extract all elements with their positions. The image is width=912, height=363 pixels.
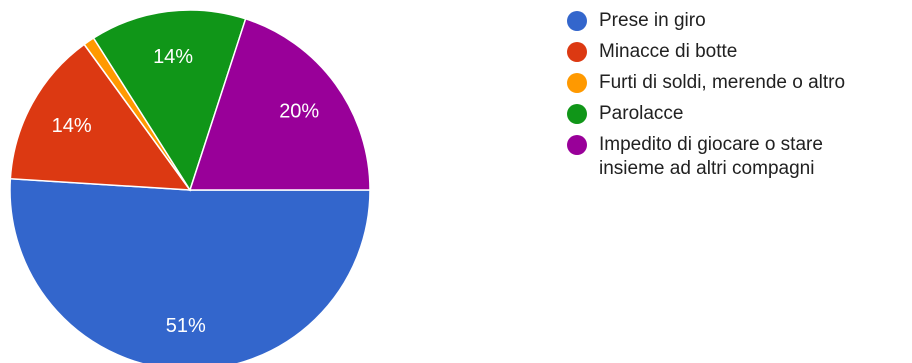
slice-label-parolacce: 14% xyxy=(153,46,193,68)
legend-item-prese-in-giro[interactable]: Prese in giro xyxy=(567,9,912,33)
pie-slice-parolacce[interactable] xyxy=(92,9,247,192)
legend-swatch-parolacce xyxy=(567,104,587,124)
legend-item-impedito[interactable]: Impedito di giocare o stare insieme ad a… xyxy=(567,133,912,181)
legend-item-minacce-di-botte[interactable]: Minacce di botte xyxy=(567,40,912,64)
legend-label-furti: Furti di soldi, merende o altro xyxy=(599,72,846,93)
pie-slice-impedito[interactable] xyxy=(188,17,371,191)
legend-swatch-furti xyxy=(567,73,587,93)
legend-swatch-impedito xyxy=(567,135,587,155)
legend-label-minacce-di-botte: Minacce di botte xyxy=(599,41,738,62)
legend: Prese in giro Minacce di botte Furti di … xyxy=(567,9,912,188)
legend-label-parolacce: Parolacce xyxy=(599,103,684,124)
slice-label-impedito: 20% xyxy=(279,101,319,123)
legend-label-prese-in-giro: Prese in giro xyxy=(599,10,706,31)
legend-label-impedito: Impedito di giocare o stare insieme ad a… xyxy=(599,134,823,179)
slice-label-minacce-di-botte: 14% xyxy=(52,115,92,137)
legend-item-parolacce[interactable]: Parolacce xyxy=(567,102,912,126)
pie-slice-minacce-di-botte[interactable] xyxy=(9,43,192,191)
legend-item-furti[interactable]: Furti di soldi, merende o altro xyxy=(567,71,912,95)
pie-slice-prese-in-giro[interactable] xyxy=(9,177,371,363)
pie-chart: 51% 14% 14% 20% xyxy=(9,9,371,363)
legend-swatch-prese-in-giro xyxy=(567,11,587,31)
slice-label-prese-in-giro: 51% xyxy=(166,315,206,337)
legend-swatch-minacce-di-botte xyxy=(567,42,587,62)
